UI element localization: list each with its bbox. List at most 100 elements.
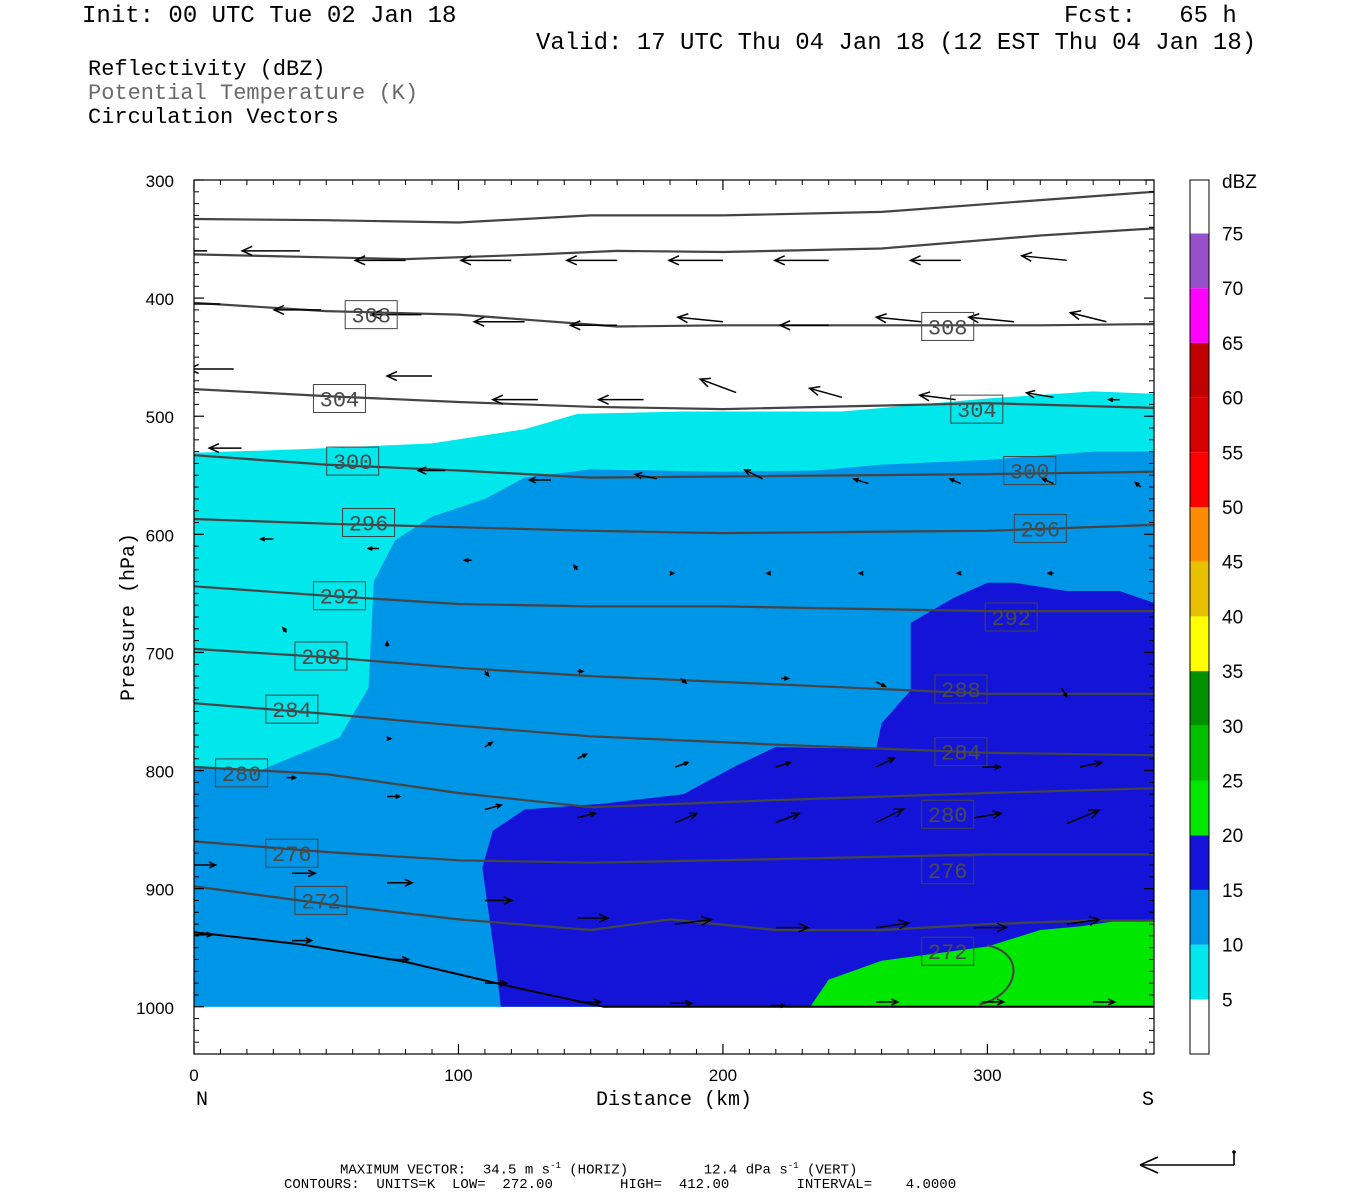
vector-head [1068, 310, 1082, 321]
vector-shaft [875, 757, 895, 768]
vector-arrow [874, 313, 922, 324]
vector-head [401, 955, 411, 964]
x-axis-label: Distance (km) [596, 1089, 752, 1112]
reflectivity-region-15 [482, 582, 1154, 1007]
vector-arrow [1066, 809, 1101, 825]
vector-head [898, 919, 911, 930]
vector-arrow [1068, 310, 1107, 323]
vector-head [667, 255, 680, 266]
theta-contour-304 [194, 388, 1154, 411]
vector-head [395, 794, 402, 800]
vector-arrow [564, 255, 618, 266]
vector-head [1062, 692, 1068, 699]
contour-label-box [215, 758, 269, 788]
vector-arrow [807, 385, 843, 399]
colorbar-tick-label: 65 [1222, 334, 1243, 355]
colorbar-segment-20 [1190, 780, 1209, 836]
contour-label-box [921, 855, 975, 885]
vector-head [698, 377, 712, 388]
theta-contours [194, 190, 1154, 1006]
theta-contour-272 [194, 885, 1154, 932]
theta-contour-280 [194, 765, 1154, 809]
vector-arrow [908, 255, 961, 266]
vector-shaft [484, 804, 502, 811]
vector-arrow [387, 794, 402, 800]
contour-label-box [344, 300, 398, 330]
vector-head [798, 922, 811, 933]
colorbar-tick-label: 75 [1222, 225, 1243, 246]
vector-head [596, 394, 609, 405]
y-tick-label: 600 [146, 526, 174, 545]
vector-arrow [291, 869, 318, 878]
vector-arrow [387, 878, 415, 887]
vector-arrow [385, 370, 433, 382]
vector-shaft [974, 812, 1002, 819]
vector-arrow [596, 394, 644, 405]
endpoint-north: N [196, 1089, 208, 1112]
vector-arrow [366, 546, 380, 551]
vector-arrow [875, 757, 896, 768]
vector-head [683, 761, 690, 767]
vector-head [307, 869, 318, 878]
theta-contour-292 [194, 585, 1154, 613]
contour-label: 300 [1003, 456, 1057, 486]
vector-arrow [967, 313, 1014, 324]
vector-arrow [490, 394, 538, 405]
colorbar-tick-label: 20 [1222, 826, 1243, 847]
vector-head [499, 979, 509, 987]
vector-head [206, 931, 214, 938]
y-tick-label: 800 [146, 763, 174, 782]
vector-arrow [675, 915, 714, 926]
colorbar-tick-label: 35 [1222, 662, 1243, 683]
contour-label: 276 [265, 838, 319, 868]
vector-arrow [353, 255, 406, 266]
horiz-value: 34.5 m s [482, 1162, 551, 1179]
field-vectors: Circulation Vectors [88, 105, 339, 130]
vector-head [852, 477, 859, 483]
vector-arrow [670, 999, 694, 1007]
vector-shaft [1021, 255, 1067, 262]
vector-head [857, 570, 864, 576]
vector-shaft [635, 473, 657, 480]
vector-arrow [577, 998, 603, 1006]
contour-label-box [294, 641, 348, 671]
init-time: Init: 00 UTC Tue 02 Jan 18 [82, 3, 457, 30]
vector-head [681, 678, 688, 685]
vector-head [996, 998, 1006, 1006]
vector-head [1094, 760, 1104, 768]
vector-arrow [240, 245, 300, 257]
vector-head [369, 309, 382, 320]
vector-arrow [974, 810, 1003, 819]
contour-label: 304 [312, 384, 366, 414]
vector-arrow [484, 896, 514, 905]
contour-label-text: 288 [941, 679, 981, 704]
vector-shaft [1042, 478, 1054, 485]
vector-arrow [386, 736, 393, 742]
vector-shaft [677, 316, 724, 323]
vector-arrow [484, 670, 490, 678]
y-tick-label: 500 [146, 408, 174, 427]
max-vector-line: MAXIMUM VECTOR: 34.5 m s-1 (HORIZ) 12.4 … [340, 1158, 857, 1179]
colorbar-tick-label: 60 [1222, 389, 1243, 410]
horiz-exp: -1 [550, 1161, 561, 1171]
contour-label-text: 308 [928, 316, 968, 341]
vert-exp: -1 [787, 1161, 799, 1171]
vector-arrow [384, 640, 390, 647]
vector-arrow [484, 803, 503, 811]
contour-label: 288 [294, 641, 348, 671]
contour-label: 272 [921, 936, 975, 966]
vector-head [780, 1002, 787, 1009]
vector-arrow [577, 811, 598, 819]
vector-arrow [775, 922, 811, 933]
vector-head [772, 255, 786, 266]
vector-shaft [675, 761, 689, 768]
vector-shaft [949, 478, 962, 485]
vector-head [955, 570, 962, 576]
colorbar-tick-label: 15 [1222, 881, 1243, 902]
vector-shaft [968, 316, 1014, 323]
reflectivity-fills [194, 391, 1154, 1007]
vector-arrow [778, 320, 829, 331]
colorbar-unit: dBZ [1222, 172, 1257, 193]
vector-arrow [772, 255, 829, 266]
vector-arrow [484, 741, 494, 748]
